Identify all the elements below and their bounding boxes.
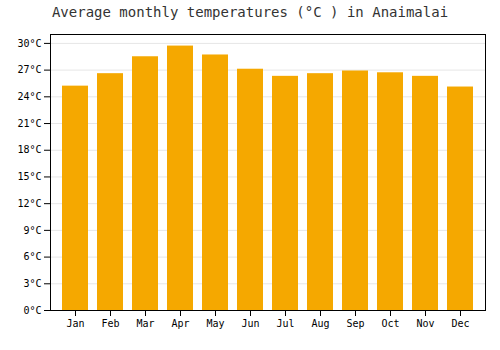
svg-text:12°C: 12°C [17,198,41,209]
svg-text:Jul: Jul [276,318,294,329]
html-text:Average monthly temperatures (: Average monthly temperatures (°C ) in An… [51,4,449,20]
svg-text:27°C: 27°C [17,64,41,75]
svg-text:Feb: Feb [101,318,119,329]
svg-text:0°C: 0°C [23,305,41,316]
svg-text:Jun: Jun [241,318,259,329]
svg-text:18°C: 18°C [17,144,41,155]
svg-text:3°C: 3°C [23,278,41,289]
svg-text:15°C: 15°C [17,171,41,182]
svg-text:Nov: Nov [416,318,434,329]
svg-text:Aug: Aug [311,318,329,329]
svg-text:May: May [206,318,224,329]
svg-text:Oct: Oct [381,318,399,329]
svg-text:Sep: Sep [346,318,364,329]
svg-text:21°C: 21°C [17,118,41,129]
svg-text:Jan: Jan [66,318,84,329]
svg-text:Mar: Mar [136,318,154,329]
svg-text:9°C: 9°C [23,225,41,236]
svg-text:Dec: Dec [451,318,469,329]
svg-text:30°C: 30°C [17,38,41,49]
svg-text:6°C: 6°C [23,251,41,262]
svg-text:24°C: 24°C [17,91,41,102]
svg-text:Apr: Apr [171,318,189,329]
